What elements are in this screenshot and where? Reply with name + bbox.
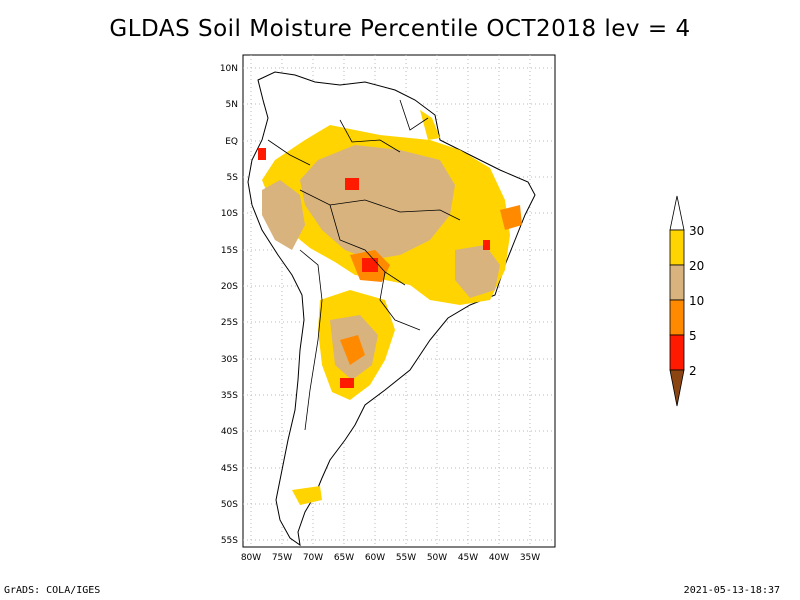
lon-tick-label: 70W (303, 553, 323, 563)
lat-tick-label: 55S (221, 536, 238, 546)
legend-band-2-5 (669, 334, 685, 371)
footer-credit: GrADS: COLA/IGES (4, 585, 101, 596)
lat-tick-label: 5S (227, 173, 239, 183)
percentile-fields (258, 110, 522, 505)
lon-tick-label: 40W (489, 553, 509, 563)
legend-label: 5 (689, 329, 697, 343)
field-20-30-patagonia (292, 486, 322, 505)
legend-band-5-10 (669, 299, 685, 336)
lat-tick-label: 15S (221, 246, 238, 256)
map-frame (242, 54, 556, 548)
field-10-20-east (455, 245, 500, 298)
field-5-10-east (500, 205, 522, 230)
field-5-10-south (340, 335, 365, 365)
lat-tick-label: 40S (221, 427, 238, 437)
lat-tick-label: EQ (225, 137, 238, 147)
country-borders (267, 99, 461, 431)
legend-label: 30 (689, 224, 704, 238)
lat-tick-label: 10N (220, 64, 238, 74)
lon-tick-label: 55W (396, 553, 416, 563)
lat-tick-label: 30S (221, 355, 238, 365)
field-2-5-chaco (362, 258, 378, 272)
lon-tick-label: 80W (241, 553, 261, 563)
map-title: GLDAS Soil Moisture Percentile OCT2018 l… (109, 16, 691, 42)
legend-band-above-30 (669, 195, 685, 231)
lat-tick-label: 25S (221, 318, 238, 328)
lat-tick-label: 35S (221, 391, 238, 401)
lon-tick-label: 45W (458, 553, 478, 563)
legend-band-20-30 (669, 229, 685, 266)
legend-band-below-2 (669, 369, 685, 407)
lat-tick-label: 50S (221, 500, 238, 510)
lon-tick-label: 65W (334, 553, 354, 563)
legend-label: 2 (689, 364, 697, 378)
footer-timestamp: 2021-05-13-18:37 (683, 585, 780, 596)
lon-tick-label: 60W (365, 553, 385, 563)
lon-tick-label: 75W (272, 553, 292, 563)
field-2-5-east (483, 240, 490, 250)
field-10-20 (300, 145, 455, 260)
field-2-5-coast (258, 148, 266, 160)
colorbar-legend: 30 20 10 5 2 (669, 195, 704, 407)
legend-label: 20 (689, 259, 704, 273)
legend-band-10-20 (669, 264, 685, 301)
field-2-5-pampa (340, 378, 354, 388)
lat-tick-label: 45S (221, 464, 238, 474)
lon-tick-label: 35W (520, 553, 540, 563)
lat-tick-label: 10S (221, 209, 238, 219)
lon-tick-label: 50W (427, 553, 447, 563)
field-2-5-amazon (345, 178, 359, 190)
longitude-labels: 80W 75W 70W 65W 60W 55W 50W 45W 40W 35W (241, 553, 540, 563)
field-10-20-nw (262, 180, 305, 250)
latitude-labels: 10N 5N EQ 5S 10S 15S 20S 25S 30S 35S 40S… (220, 64, 238, 546)
legend-label: 10 (689, 294, 704, 308)
field-20-30-guiana (420, 110, 440, 140)
lat-tick-label: 5N (226, 100, 238, 110)
lat-tick-label: 20S (221, 282, 238, 292)
